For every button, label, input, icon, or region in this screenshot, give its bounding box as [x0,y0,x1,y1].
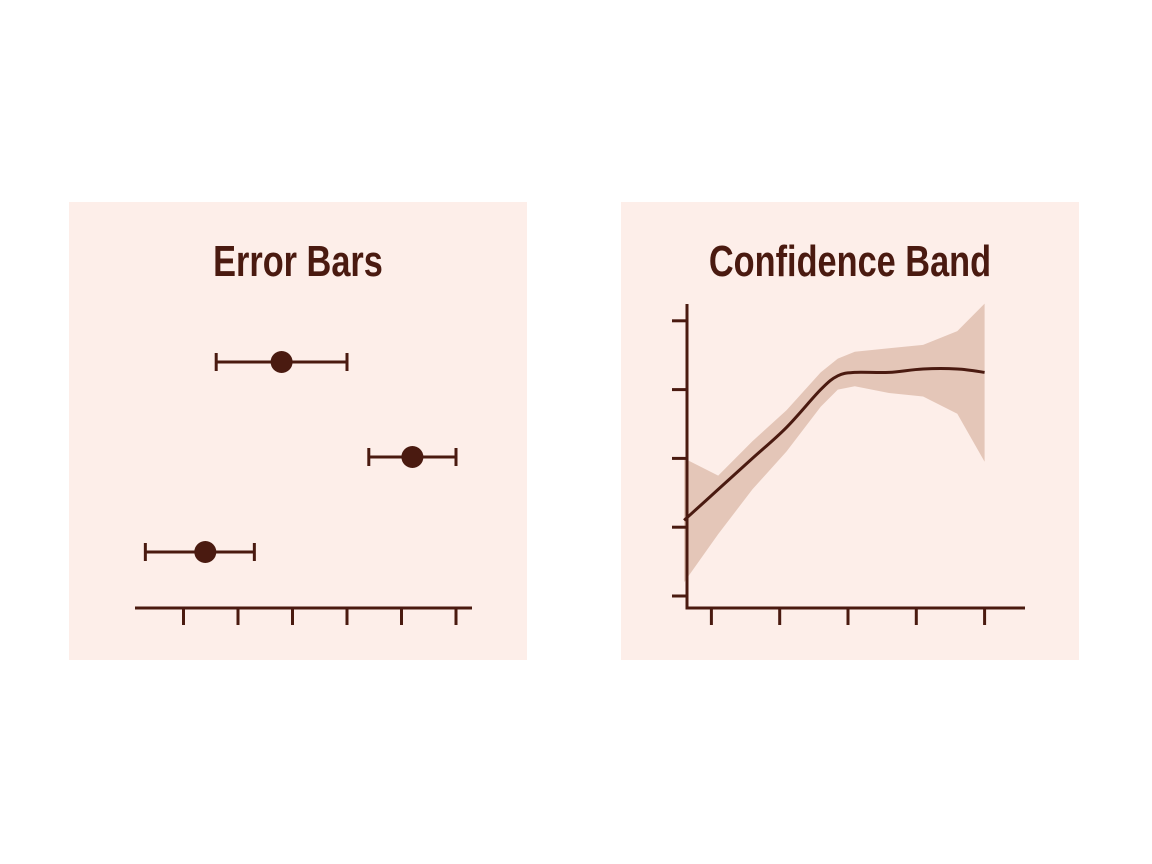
data-point [194,541,217,563]
data-point [270,351,293,373]
error-bar-point-2 [367,446,458,468]
error-bar-point-3 [143,541,256,563]
data-point [401,446,424,468]
error-bars-title: Error Bars [213,237,383,286]
confidence-band-chart [672,303,1025,625]
confidence-band-panel: Confidence Band [621,202,1079,660]
error-bar-point-1 [214,351,349,373]
error-bars-chart [135,351,472,625]
series-line [683,367,985,522]
confidence-band-area [684,303,985,583]
confidence-band-title: Confidence Band [708,237,992,286]
error-bars-panel: Error Bars [69,202,527,660]
